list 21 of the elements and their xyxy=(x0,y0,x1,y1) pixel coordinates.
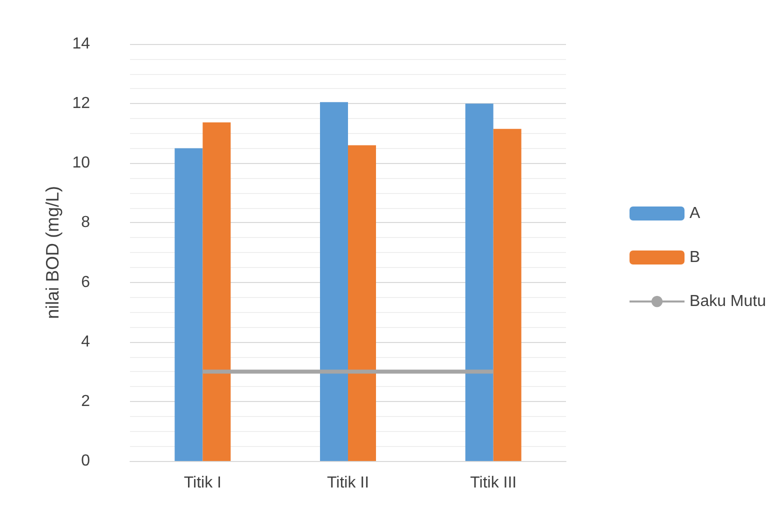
y-axis-title: nilai BOD (mg/L) xyxy=(42,186,62,320)
legend-label: A xyxy=(690,205,701,222)
x-tick-label: Titik I xyxy=(184,474,222,492)
y-tick-label: 10 xyxy=(72,154,90,172)
y-tick-label: 2 xyxy=(81,392,90,410)
y-tick-label: 0 xyxy=(81,452,90,470)
legend-label: Baku Mutu xyxy=(690,293,766,310)
legend-label: B xyxy=(690,249,700,266)
bar xyxy=(202,122,231,461)
y-tick-label: 14 xyxy=(72,36,90,52)
y-tick-label: 6 xyxy=(81,274,90,291)
x-tick-label: Titik II xyxy=(326,474,370,492)
bar xyxy=(493,128,522,461)
y-tick-label: 12 xyxy=(72,95,90,112)
bar xyxy=(348,145,376,461)
bar xyxy=(320,102,348,461)
y-tick-label: 4 xyxy=(81,333,90,350)
bar xyxy=(465,104,494,461)
y-tick-label: 8 xyxy=(81,214,90,232)
bar xyxy=(174,148,203,461)
x-tick-label: Titik III xyxy=(470,474,517,492)
